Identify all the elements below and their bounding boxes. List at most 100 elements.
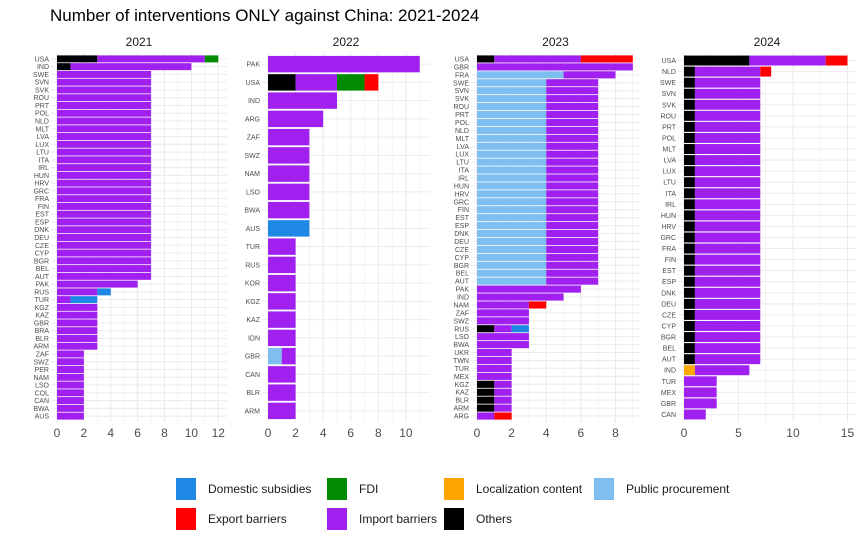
bar-segment	[57, 272, 152, 280]
y-tick-label: IRL	[38, 165, 49, 172]
y-tick-label: HUN	[34, 173, 49, 180]
bar-segment	[694, 232, 761, 243]
bar-segment	[684, 110, 695, 121]
y-tick-label: KAZ	[35, 313, 49, 320]
y-tick-label: GRC	[660, 235, 676, 242]
chart-title: Number of interventions ONLY against Chi…	[50, 6, 480, 25]
bar-segment	[477, 71, 564, 79]
x-tick-label: 6	[134, 426, 141, 440]
y-tick-label: ESP	[35, 219, 49, 226]
bar-segment	[477, 95, 547, 103]
bar-segment	[57, 164, 152, 172]
panel-title: 2022	[333, 35, 360, 49]
bar-segment	[684, 376, 717, 387]
bar-segment	[477, 412, 495, 420]
bar-segment	[760, 66, 772, 77]
y-tick-label: SVN	[455, 88, 469, 95]
bar-segment	[57, 101, 152, 109]
bar-segment	[57, 187, 152, 195]
bar-segment	[281, 347, 296, 365]
bar-segment	[694, 221, 761, 232]
bar-segment	[477, 229, 547, 238]
y-tick-label: USA	[455, 56, 470, 63]
bar-segment	[546, 269, 599, 277]
bar-segment	[477, 190, 547, 198]
x-tick-label: 0	[265, 426, 272, 440]
y-tick-label: NLD	[35, 119, 49, 126]
x-tick-label: 8	[612, 426, 619, 440]
x-tick-label: 5	[735, 426, 742, 440]
bar-segment	[477, 222, 547, 230]
y-tick-label: SVN	[35, 80, 49, 87]
y-tick-label: RUS	[454, 326, 469, 333]
bar-segment	[57, 78, 152, 86]
x-tick-label: 2	[292, 426, 299, 440]
bar-segment	[694, 365, 750, 376]
y-tick-label: ITA	[39, 157, 50, 164]
y-tick-label: ITA	[459, 168, 470, 175]
legend-key	[444, 478, 464, 500]
bar-segment	[546, 245, 599, 253]
bar-segment	[57, 358, 84, 366]
bar-segment	[694, 309, 761, 320]
y-tick-label: HRV	[454, 191, 469, 198]
bar-segment	[494, 325, 512, 333]
legend-key	[444, 508, 464, 530]
x-tick-label: 10	[399, 426, 413, 440]
bar-segment	[477, 341, 529, 349]
bar-segment	[546, 206, 599, 214]
bar-segment	[97, 55, 205, 63]
bar-segment	[477, 380, 495, 388]
y-tick-label: ZAF	[247, 135, 260, 142]
y-tick-label: DEU	[661, 301, 676, 308]
y-tick-label: BEL	[663, 346, 676, 353]
bar-segment	[477, 309, 529, 317]
bar-segment	[546, 261, 599, 269]
x-tick-label: 0	[474, 426, 481, 440]
y-tick-label: IND	[457, 295, 469, 302]
y-tick-label: BLR	[35, 336, 49, 343]
bar-segment	[477, 277, 547, 285]
bar-segment	[57, 412, 84, 420]
y-tick-label: USA	[35, 56, 50, 63]
bar-segment	[694, 144, 761, 154]
bar-segment	[477, 356, 512, 365]
bar-segment	[57, 241, 152, 249]
y-tick-label: SVN	[662, 91, 676, 98]
y-tick-label: GBR	[454, 64, 469, 71]
y-tick-label: MLT	[456, 136, 470, 143]
y-tick-label: CAN	[34, 398, 49, 405]
y-tick-label: ARM	[33, 344, 49, 351]
y-tick-label: TUR	[455, 366, 469, 373]
y-tick-label: DNK	[661, 290, 676, 297]
legend-label: Import barriers	[359, 512, 438, 526]
bar-segment	[57, 234, 152, 241]
y-tick-label: ZAF	[36, 351, 49, 358]
x-tick-label: 2	[508, 426, 515, 440]
x-tick-label: 6	[347, 426, 354, 440]
y-tick-label: TUR	[662, 379, 676, 386]
bar-segment	[684, 387, 717, 398]
y-tick-label: LSO	[455, 334, 470, 341]
bar-segment	[364, 74, 379, 91]
bar-segment	[57, 140, 152, 148]
bar-segment	[694, 265, 761, 276]
y-tick-label: KGZ	[35, 305, 50, 312]
bar-segment	[694, 77, 761, 88]
bar-segment	[684, 210, 695, 221]
legend-key	[594, 478, 614, 500]
bar-segment	[684, 188, 695, 199]
bar-segment	[57, 288, 98, 296]
bar-segment	[268, 55, 420, 73]
y-tick-label: SWZ	[33, 359, 49, 366]
bar-segment	[684, 232, 695, 243]
bar-segment	[694, 254, 761, 265]
bar-segment	[694, 199, 761, 210]
y-tick-label: IRL	[458, 175, 469, 182]
bar-segment	[477, 372, 512, 380]
bar-segment	[268, 74, 296, 91]
bar-segment	[57, 94, 152, 102]
bar-segment	[477, 126, 547, 134]
bar-segment	[295, 74, 337, 91]
legend-item: Public procurement	[594, 478, 729, 500]
